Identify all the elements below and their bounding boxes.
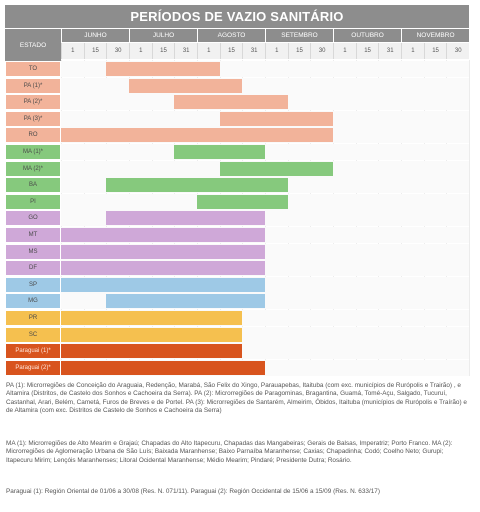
day-tick: 1 <box>129 43 152 59</box>
state-label: MA (2)* <box>6 161 60 176</box>
day-tick: 31 <box>378 43 402 59</box>
period-bar <box>61 261 266 276</box>
day-tick: 30 <box>106 43 129 59</box>
day-tick: 15 <box>219 43 243 59</box>
period-bar <box>219 161 334 176</box>
state-label: PA (1)* <box>6 78 60 93</box>
day-tick: 1 <box>265 43 288 59</box>
state-label: Paraguai (2)* <box>6 360 60 375</box>
estado-column-header: ESTADO <box>5 28 61 61</box>
period-bar <box>106 294 266 309</box>
period-bar <box>174 145 266 159</box>
month-junho: JUNHO <box>61 28 129 42</box>
day-tick: 15 <box>287 43 311 59</box>
day-tick: 1 <box>333 43 356 59</box>
day-tick: 1 <box>61 43 84 59</box>
period-bar <box>61 344 243 359</box>
day-tick: 1 <box>197 43 220 59</box>
state-label: PR <box>6 311 60 325</box>
month-novembro: NOVEMBRO <box>401 28 470 42</box>
period-bar <box>106 211 266 226</box>
state-label: MG <box>6 294 60 309</box>
footnote: PA (1): Microrregiões de Conceição do Ar… <box>6 382 467 415</box>
day-tick: 15 <box>423 43 447 59</box>
period-bar <box>61 327 243 342</box>
footnote: MA (1): Microrregiões de Alto Mearim e G… <box>6 440 453 464</box>
month-agosto: AGOSTO <box>197 28 266 42</box>
state-label: Paraguai (1)* <box>6 344 60 359</box>
state-label: PI <box>6 194 60 209</box>
period-bar <box>197 194 288 209</box>
state-label: PA (2)* <box>6 95 60 110</box>
period-bar <box>129 78 243 93</box>
month-outubro: OUTUBRO <box>333 28 402 42</box>
state-label: TO <box>6 62 60 76</box>
state-label: BA <box>6 178 60 193</box>
state-label: MT <box>6 228 60 242</box>
day-tick: 30 <box>446 43 470 59</box>
day-tick: 15 <box>355 43 379 59</box>
state-label: PA (3)* <box>6 111 60 126</box>
state-label: RO <box>6 128 60 143</box>
state-label: GO <box>6 211 60 226</box>
period-bar <box>61 228 266 242</box>
period-bar <box>219 111 334 126</box>
day-tick: 30 <box>310 43 334 59</box>
period-bar <box>61 360 266 375</box>
state-label: MS <box>6 244 60 259</box>
period-bar <box>61 277 266 292</box>
period-bar <box>106 62 220 76</box>
period-bar <box>61 311 243 325</box>
period-bar <box>61 244 266 259</box>
footnote: Paraguai (1): Región Oriental de 01/06 a… <box>6 488 380 495</box>
period-bar <box>174 95 288 110</box>
grid-line <box>469 60 471 376</box>
state-label: SC <box>6 327 60 342</box>
month-julho: JULHO <box>129 28 197 42</box>
state-label: MA (1)* <box>6 145 60 159</box>
state-label: DF <box>6 261 60 276</box>
day-tick: 1 <box>401 43 424 59</box>
state-label: SP <box>6 277 60 292</box>
day-tick: 31 <box>174 43 197 59</box>
period-bar <box>61 128 334 143</box>
day-tick: 31 <box>242 43 266 59</box>
day-tick: 15 <box>151 43 175 59</box>
period-bar <box>106 178 288 193</box>
day-tick: 15 <box>83 43 107 59</box>
chart-title: PERÍODOS DE VAZIO SANITÁRIO <box>5 5 469 28</box>
month-setembro: SETEMBRO <box>265 28 334 42</box>
row-background <box>61 77 469 94</box>
